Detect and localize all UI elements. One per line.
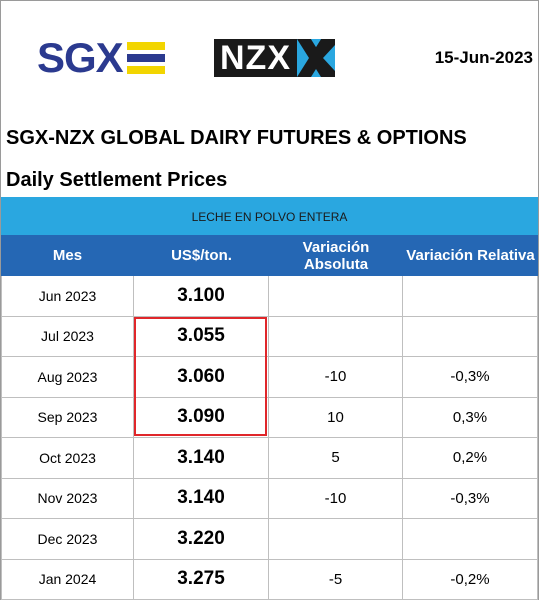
table-row: Jan 2024 3.275 -5 -0,2% xyxy=(1,559,538,600)
nzx-chevron-icon xyxy=(297,39,335,77)
table-row: Sep 2023 3.090 10 0,3% xyxy=(1,397,538,438)
abs-change-cell xyxy=(269,316,403,357)
price-cell: 3.140 xyxy=(134,438,269,479)
column-header-abs-change: Variación Absoluta xyxy=(302,238,370,273)
sgx-logo: SGX xyxy=(37,34,165,81)
abs-change-cell xyxy=(269,276,403,317)
abs-change-cell: -10 xyxy=(269,357,403,398)
nzx-logo: NZX xyxy=(214,39,335,77)
price-cell: 3.060 xyxy=(134,357,269,398)
abs-change-cell: 5 xyxy=(269,438,403,479)
sgx-logo-text: SGX xyxy=(37,34,124,81)
report-date: 15-Jun-2023 xyxy=(434,48,533,67)
table-row: Jul 2023 3.055 xyxy=(1,316,538,357)
table-row: Jun 2023 3.100 xyxy=(1,276,538,317)
rel-change-cell: -0,3% xyxy=(403,357,538,398)
rel-change-cell: 0,3% xyxy=(403,397,538,438)
month-cell: Aug 2023 xyxy=(1,357,134,398)
table-body: Jun 2023 3.100 Jul 2023 3.055 Aug 2023 3… xyxy=(1,276,538,600)
rel-change-cell xyxy=(403,316,538,357)
abs-change-cell: 10 xyxy=(269,397,403,438)
price-cell: 3.275 xyxy=(134,559,269,600)
sgx-bars-icon xyxy=(126,42,165,74)
table-header: Mes US$/ton. Variación Absoluta Variació… xyxy=(1,235,538,276)
month-cell: Sep 2023 xyxy=(1,397,134,438)
price-cell: 3.100 xyxy=(134,276,269,317)
month-cell: Oct 2023 xyxy=(1,438,134,479)
price-cell: 3.220 xyxy=(134,519,269,560)
column-header-month: Mes xyxy=(52,247,83,264)
month-cell: Jan 2024 xyxy=(1,559,134,600)
month-cell: Jul 2023 xyxy=(1,316,134,357)
page-title: SGX-NZX GLOBAL DAIRY FUTURES & OPTIONS xyxy=(6,127,467,149)
nzx-logo-text: NZX xyxy=(214,39,297,77)
table-row: Dec 2023 3.220 xyxy=(1,519,538,560)
highlight-box xyxy=(134,317,267,436)
product-band: LECHE EN POLVO ENTERA xyxy=(1,197,538,235)
rel-change-cell: -0,3% xyxy=(403,478,538,519)
rel-change-cell: 0,2% xyxy=(403,438,538,479)
month-cell: Jun 2023 xyxy=(1,276,134,317)
table-row: Aug 2023 3.060 -10 -0,3% xyxy=(1,357,538,398)
rel-change-cell: -0,2% xyxy=(403,559,538,600)
rel-change-cell xyxy=(403,519,538,560)
abs-change-cell: -10 xyxy=(269,478,403,519)
rel-change-cell xyxy=(403,276,538,317)
column-header-rel-change: Variación Relativa xyxy=(406,247,535,264)
price-cell: 3.140 xyxy=(134,478,269,519)
month-cell: Nov 2023 xyxy=(1,478,134,519)
abs-change-cell: -5 xyxy=(269,559,403,600)
column-header-price: US$/ton. xyxy=(171,247,232,264)
abs-change-cell xyxy=(269,519,403,560)
page-subtitle: Daily Settlement Prices xyxy=(6,169,228,191)
price-cell: 3.090 xyxy=(134,397,269,438)
table-row: Oct 2023 3.140 5 0,2% xyxy=(1,438,538,479)
month-cell: Dec 2023 xyxy=(1,519,134,560)
price-cell: 3.055 xyxy=(134,316,269,357)
table-row: Nov 2023 3.140 -10 -0,3% xyxy=(1,478,538,519)
